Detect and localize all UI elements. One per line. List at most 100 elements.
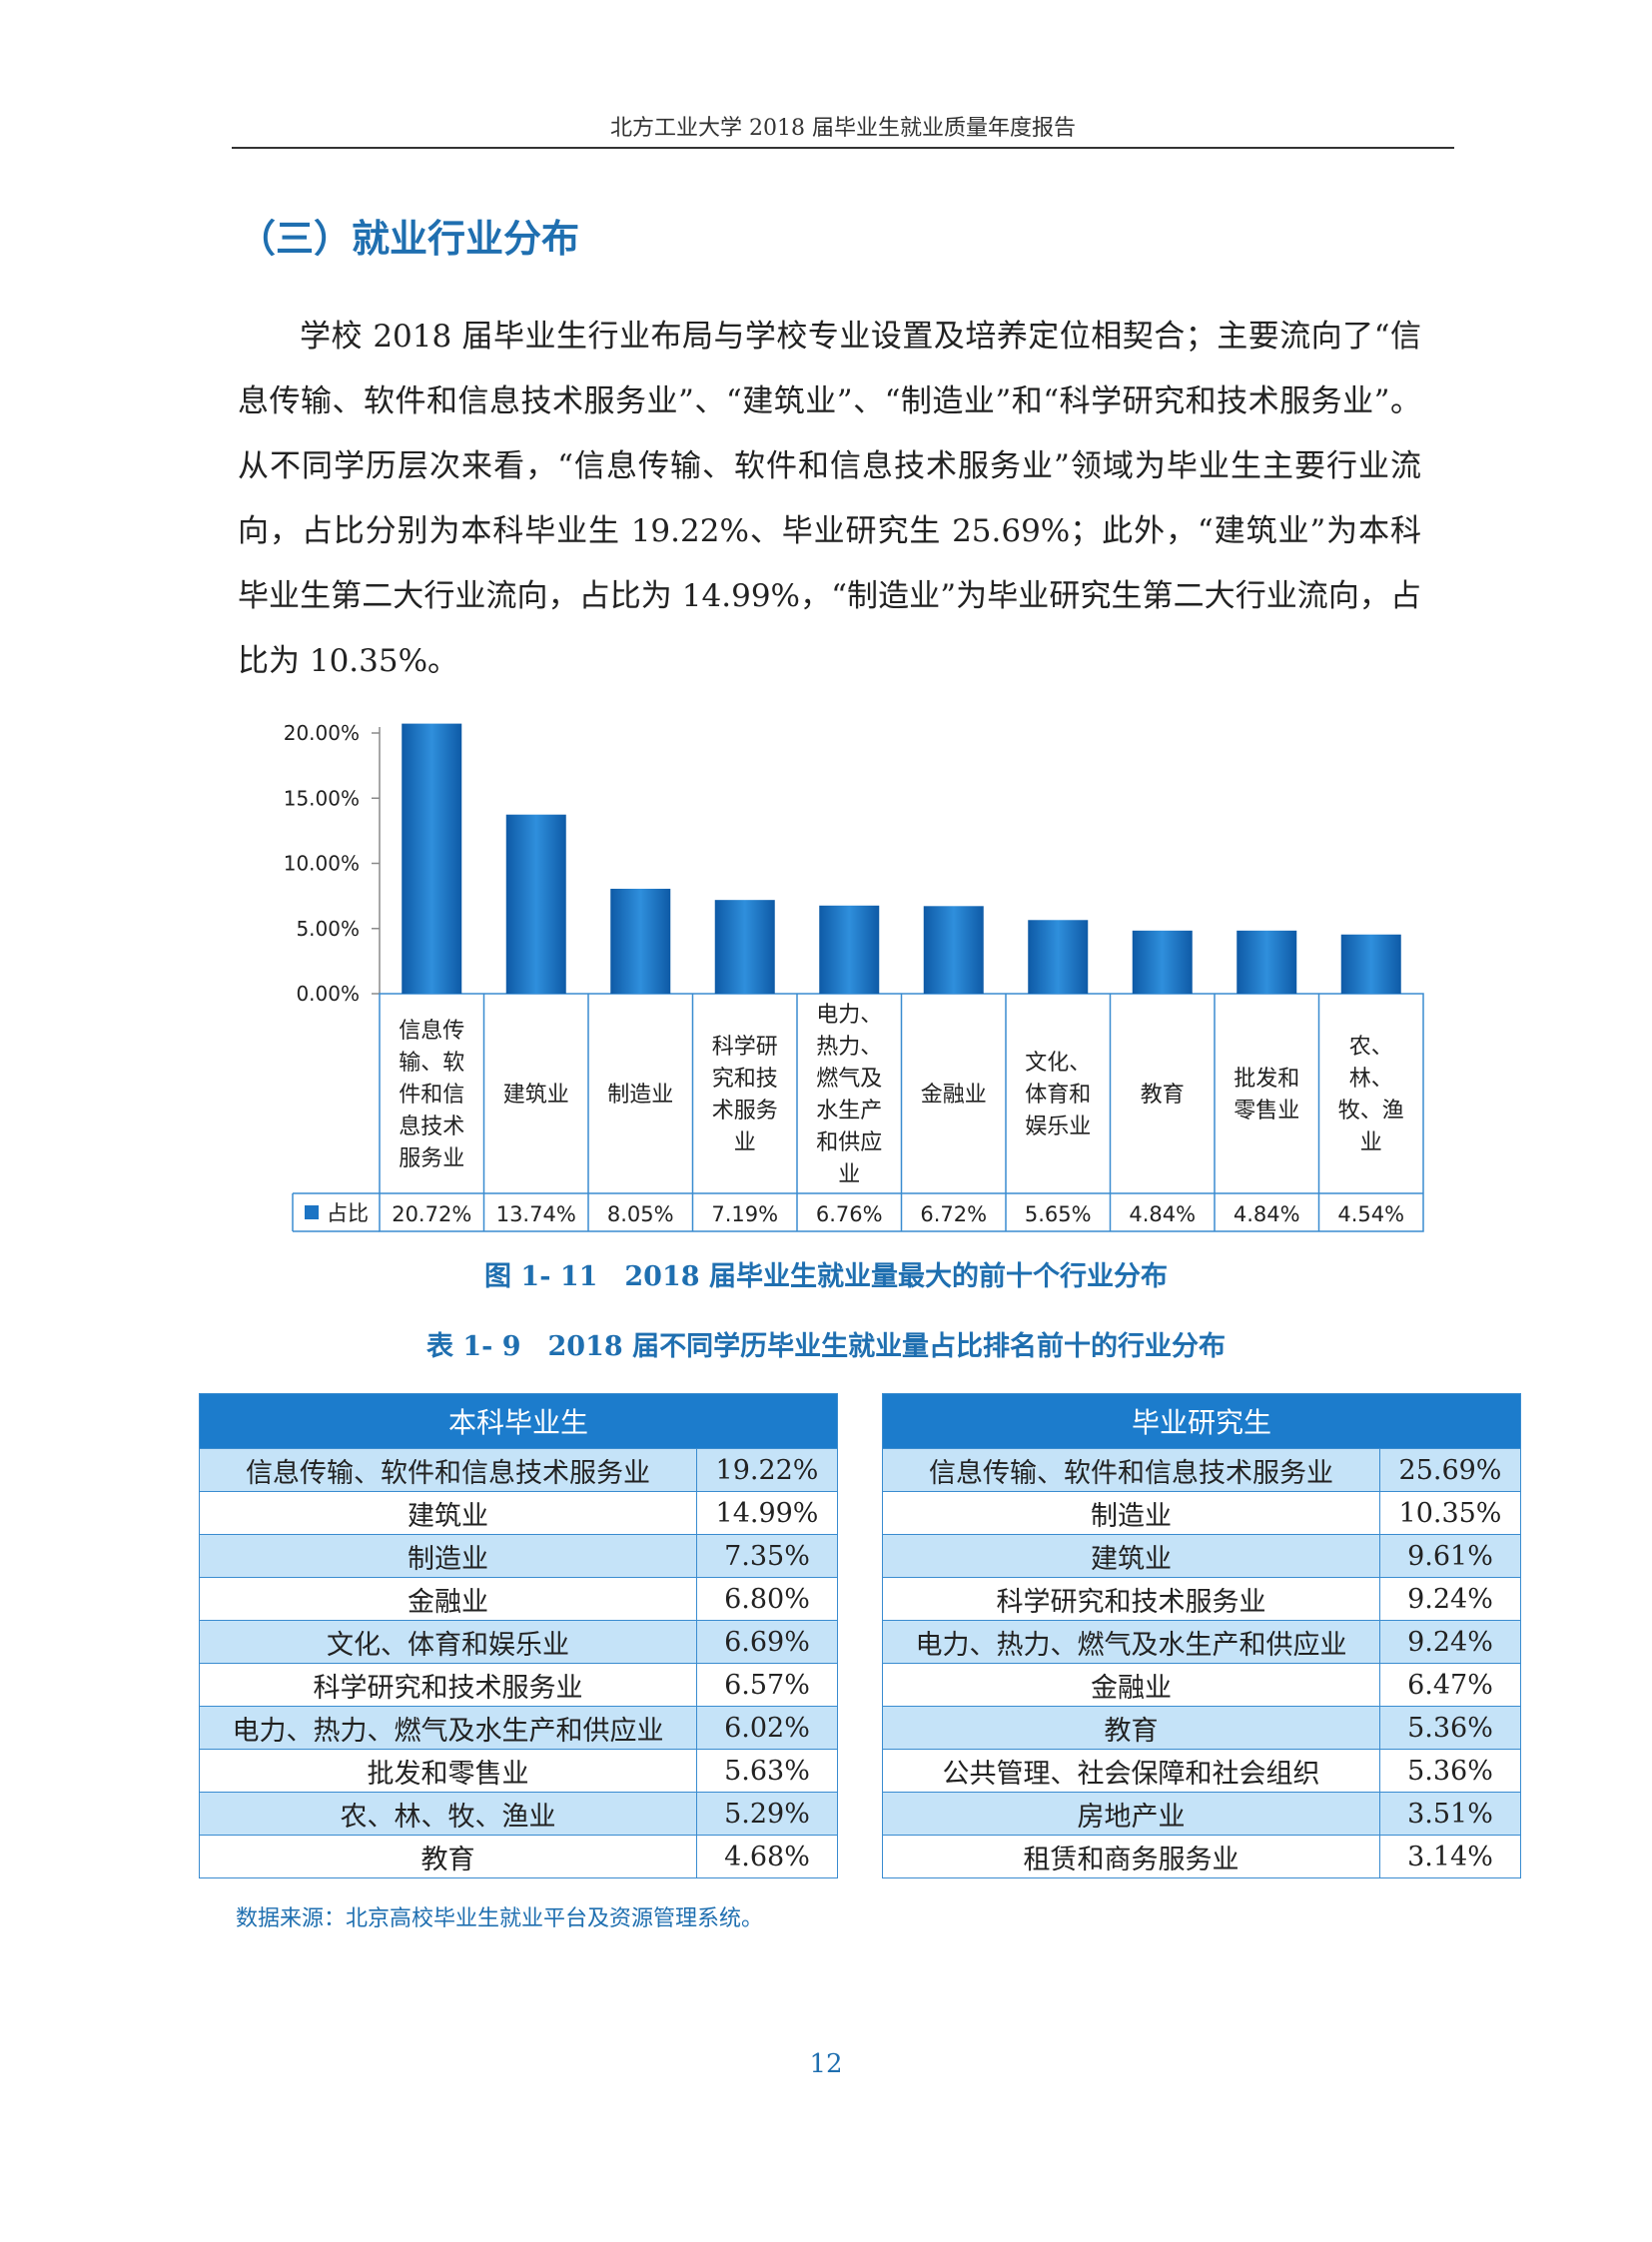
- bar: [1028, 920, 1089, 994]
- header-rule: [232, 147, 1454, 149]
- bar: [610, 888, 671, 994]
- category-label: 金融业: [921, 1083, 987, 1108]
- data-label: 13.74%: [496, 1202, 576, 1226]
- category-label: 林、: [1349, 1067, 1393, 1092]
- undergrad-share-cell: 6.69%: [696, 1620, 838, 1664]
- y-tick-label: 20.00%: [284, 721, 360, 745]
- category-label: 燃气及: [816, 1067, 882, 1092]
- data-label: 20.72%: [392, 1202, 471, 1226]
- category-label: 科学研: [712, 1035, 778, 1060]
- undergrad-share-cell: 6.57%: [696, 1663, 838, 1707]
- category-label: 信息传: [399, 1019, 464, 1044]
- graduate-industry-cell: 房地产业: [882, 1792, 1380, 1836]
- bar: [1237, 930, 1297, 994]
- data-label: 7.19%: [711, 1202, 778, 1226]
- category-label: 体育和: [1025, 1083, 1091, 1108]
- table-caption: 表 1- 9 2018 届不同学历毕业生就业量占比排名前十的行业分布: [425, 1331, 1227, 1362]
- legend-label: 占比: [327, 1201, 369, 1225]
- graduate-industry-cell: 公共管理、社会保障和社会组织: [882, 1749, 1380, 1793]
- category-label: 究和技: [712, 1067, 778, 1092]
- category-label: 娱乐业: [1025, 1115, 1091, 1139]
- undergrad-industry-cell: 教育: [199, 1835, 697, 1878]
- graduate-industry-cell: 科学研究和技术服务业: [882, 1577, 1380, 1621]
- undergrad-share-cell: 14.99%: [696, 1491, 838, 1535]
- bar: [505, 814, 566, 994]
- graduate-row: 教育 5.36%: [882, 1706, 1521, 1750]
- data-label: 4.54%: [1337, 1202, 1404, 1226]
- category-label: 和供应: [816, 1130, 882, 1155]
- source-note: 数据来源：北京高校毕业生就业平台及资源管理系统。: [236, 1906, 764, 1931]
- page-number: 12: [809, 2049, 843, 2079]
- graduate-industry-cell: 租赁和商务服务业: [882, 1835, 1380, 1878]
- graduate-share-cell: 25.69%: [1379, 1448, 1521, 1492]
- undergrad-industry-cell: 制造业: [199, 1534, 697, 1578]
- body-paragraph: 学校 2018 届毕业生行业布局与学校专业设置及培养定位相契合；主要流向了“信息…: [238, 319, 1421, 679]
- category-label: 息技术: [399, 1115, 464, 1139]
- section-title: （三）就业行业分布: [238, 217, 580, 261]
- page-header: 北方工业大学 2018 届毕业生就业质量年度报告: [610, 116, 1076, 141]
- graduate-share-cell: 3.14%: [1379, 1835, 1521, 1878]
- category-label: 热力、: [816, 1035, 882, 1060]
- category-label: 农、: [1349, 1035, 1393, 1060]
- undergrad-row: 建筑业 14.99%: [199, 1491, 838, 1535]
- category-label: 业: [734, 1130, 756, 1155]
- category-label: 水生产: [816, 1099, 882, 1123]
- bar: [923, 906, 984, 994]
- category-label: 术服务: [712, 1099, 778, 1123]
- category-label: 文化、: [1025, 1051, 1091, 1076]
- y-tick-label: 0.00%: [296, 982, 360, 1006]
- graduate-row: 信息传输、软件和信息技术服务业 25.69%: [882, 1448, 1521, 1492]
- graduate-share-cell: 9.24%: [1379, 1620, 1521, 1664]
- graduate-row: 租赁和商务服务业 3.14%: [882, 1835, 1521, 1878]
- graduate-row: 金融业 6.47%: [882, 1663, 1521, 1707]
- undergrad-industry-cell: 信息传输、软件和信息技术服务业: [199, 1448, 697, 1492]
- graduate-share-cell: 10.35%: [1379, 1491, 1521, 1535]
- graduate-table-header: 毕业研究生: [882, 1393, 1521, 1449]
- undergrad-row: 制造业 7.35%: [199, 1534, 838, 1578]
- y-tick-label: 5.00%: [296, 917, 360, 941]
- category-label: 零售业: [1234, 1099, 1299, 1123]
- data-label: 4.84%: [1234, 1202, 1300, 1226]
- graduate-industry-cell: 信息传输、软件和信息技术服务业: [882, 1448, 1380, 1492]
- undergrad-row: 信息传输、软件和信息技术服务业 19.22%: [199, 1448, 838, 1492]
- graduate-table: 毕业研究生 信息传输、软件和信息技术服务业 25.69% 制造业 10.35% 建筑业 9…: [882, 1393, 1521, 1878]
- undergrad-share-cell: 7.35%: [696, 1534, 838, 1578]
- undergrad-industry-cell: 金融业: [199, 1577, 697, 1621]
- undergrad-table: 本科毕业生 信息传输、软件和信息技术服务业 19.22% 建筑业 14.99% 制造业 7…: [199, 1393, 838, 1878]
- graduate-row: 公共管理、社会保障和社会组织 5.36%: [882, 1749, 1521, 1793]
- category-label: 批发和: [1234, 1067, 1299, 1092]
- bar: [402, 723, 462, 994]
- category-label: 牧、渔: [1338, 1099, 1404, 1123]
- undergrad-row: 农、林、牧、渔业 5.29%: [199, 1792, 838, 1836]
- graduate-row: 建筑业 9.61%: [882, 1534, 1521, 1578]
- undergrad-row: 科学研究和技术服务业 6.57%: [199, 1663, 838, 1707]
- data-label: 5.65%: [1025, 1202, 1092, 1226]
- data-label: 6.72%: [920, 1202, 987, 1226]
- category-label: 业: [838, 1162, 860, 1187]
- graduate-share-cell: 5.36%: [1379, 1706, 1521, 1750]
- graduate-share-cell: 9.61%: [1379, 1534, 1521, 1578]
- category-label: 电力、: [816, 1003, 882, 1028]
- category-label: 制造业: [607, 1083, 673, 1108]
- bar: [714, 900, 775, 994]
- graduate-share-cell: 6.47%: [1379, 1663, 1521, 1707]
- graduate-row: 房地产业 3.51%: [882, 1792, 1521, 1836]
- bar: [1132, 930, 1193, 994]
- data-label: 6.76%: [816, 1202, 883, 1226]
- undergrad-industry-cell: 建筑业: [199, 1491, 697, 1535]
- category-label: 建筑业: [503, 1083, 569, 1108]
- undergrad-row: 批发和零售业 5.63%: [199, 1749, 838, 1793]
- graduate-industry-cell: 教育: [882, 1706, 1380, 1750]
- undergrad-industry-cell: 科学研究和技术服务业: [199, 1663, 697, 1707]
- undergrad-share-cell: 6.80%: [696, 1577, 838, 1621]
- category-label: 业: [1360, 1130, 1382, 1155]
- undergrad-share-cell: 5.29%: [696, 1792, 838, 1836]
- graduate-industry-cell: 金融业: [882, 1663, 1380, 1707]
- data-label: 8.05%: [607, 1202, 674, 1226]
- undergrad-row: 金融业 6.80%: [199, 1577, 838, 1621]
- undergrad-row: 教育 4.68%: [199, 1835, 838, 1878]
- undergrad-industry-cell: 批发和零售业: [199, 1749, 697, 1793]
- category-label: 服务业: [399, 1146, 464, 1171]
- category-label: 教育: [1141, 1083, 1185, 1108]
- undergrad-share-cell: 6.02%: [696, 1706, 838, 1750]
